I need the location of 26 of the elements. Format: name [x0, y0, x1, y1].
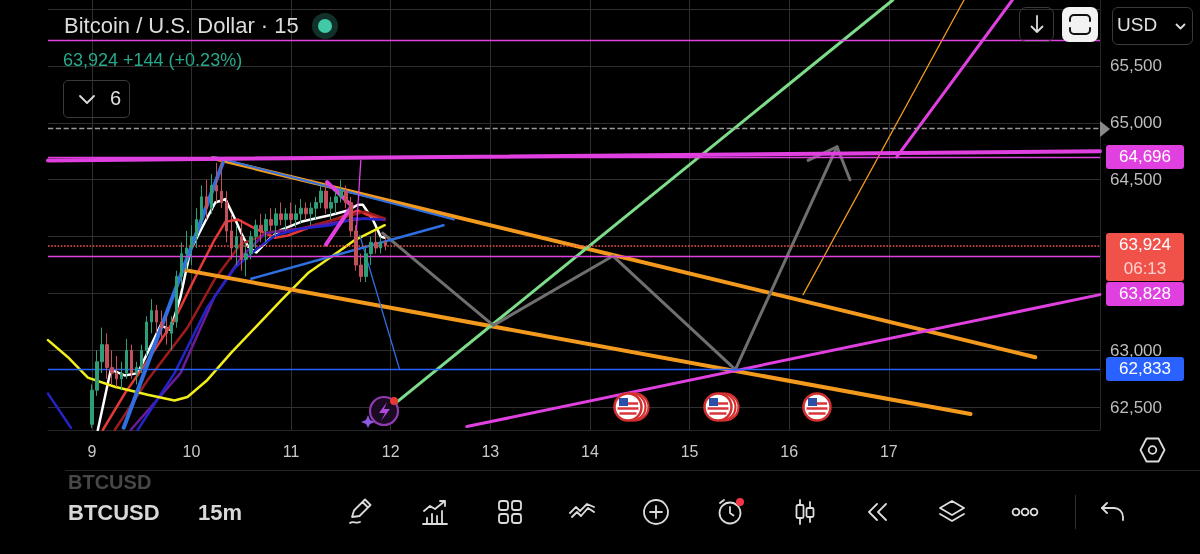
y-tick-label: 62,500: [1110, 397, 1162, 417]
y-tick-label: 63,000: [1110, 340, 1162, 360]
x-tick-label: 15: [680, 442, 699, 460]
x-tick-label: 10: [182, 442, 201, 460]
x-tick-label: 14: [581, 442, 599, 460]
text: BTCUSD: [68, 471, 152, 494]
price-tag: 62,833: [1106, 357, 1184, 382]
x-tick-label: 11: [282, 442, 300, 460]
x-tick-label: 12: [381, 442, 400, 460]
y-tick-label: 65,000: [1110, 113, 1162, 133]
price-tag: 63,924 06:13: [1106, 233, 1184, 282]
y-tick-label: 65,500: [1110, 56, 1162, 76]
price-tag: 64,696: [1106, 145, 1184, 170]
x-tick-label: 16: [780, 442, 799, 460]
price-tag: 63,828: [1106, 282, 1184, 307]
annotation: 6: [110, 87, 122, 110]
text: USD: [1117, 14, 1158, 36]
text: 63,924 +144 (+0.23%): [63, 50, 243, 71]
text: BTCUSD: [68, 500, 160, 526]
text: 15m: [198, 500, 243, 526]
x-tick-label: 17: [879, 442, 898, 460]
x-tick-label: 13: [481, 442, 500, 460]
x-tick-label: 9: [87, 442, 97, 460]
y-tick-label: 64,500: [1110, 170, 1162, 190]
text: Bitcoin / U.S. Dollar · 15: [64, 13, 299, 39]
ref-line-label: 63,924: [1118, 234, 1172, 257]
